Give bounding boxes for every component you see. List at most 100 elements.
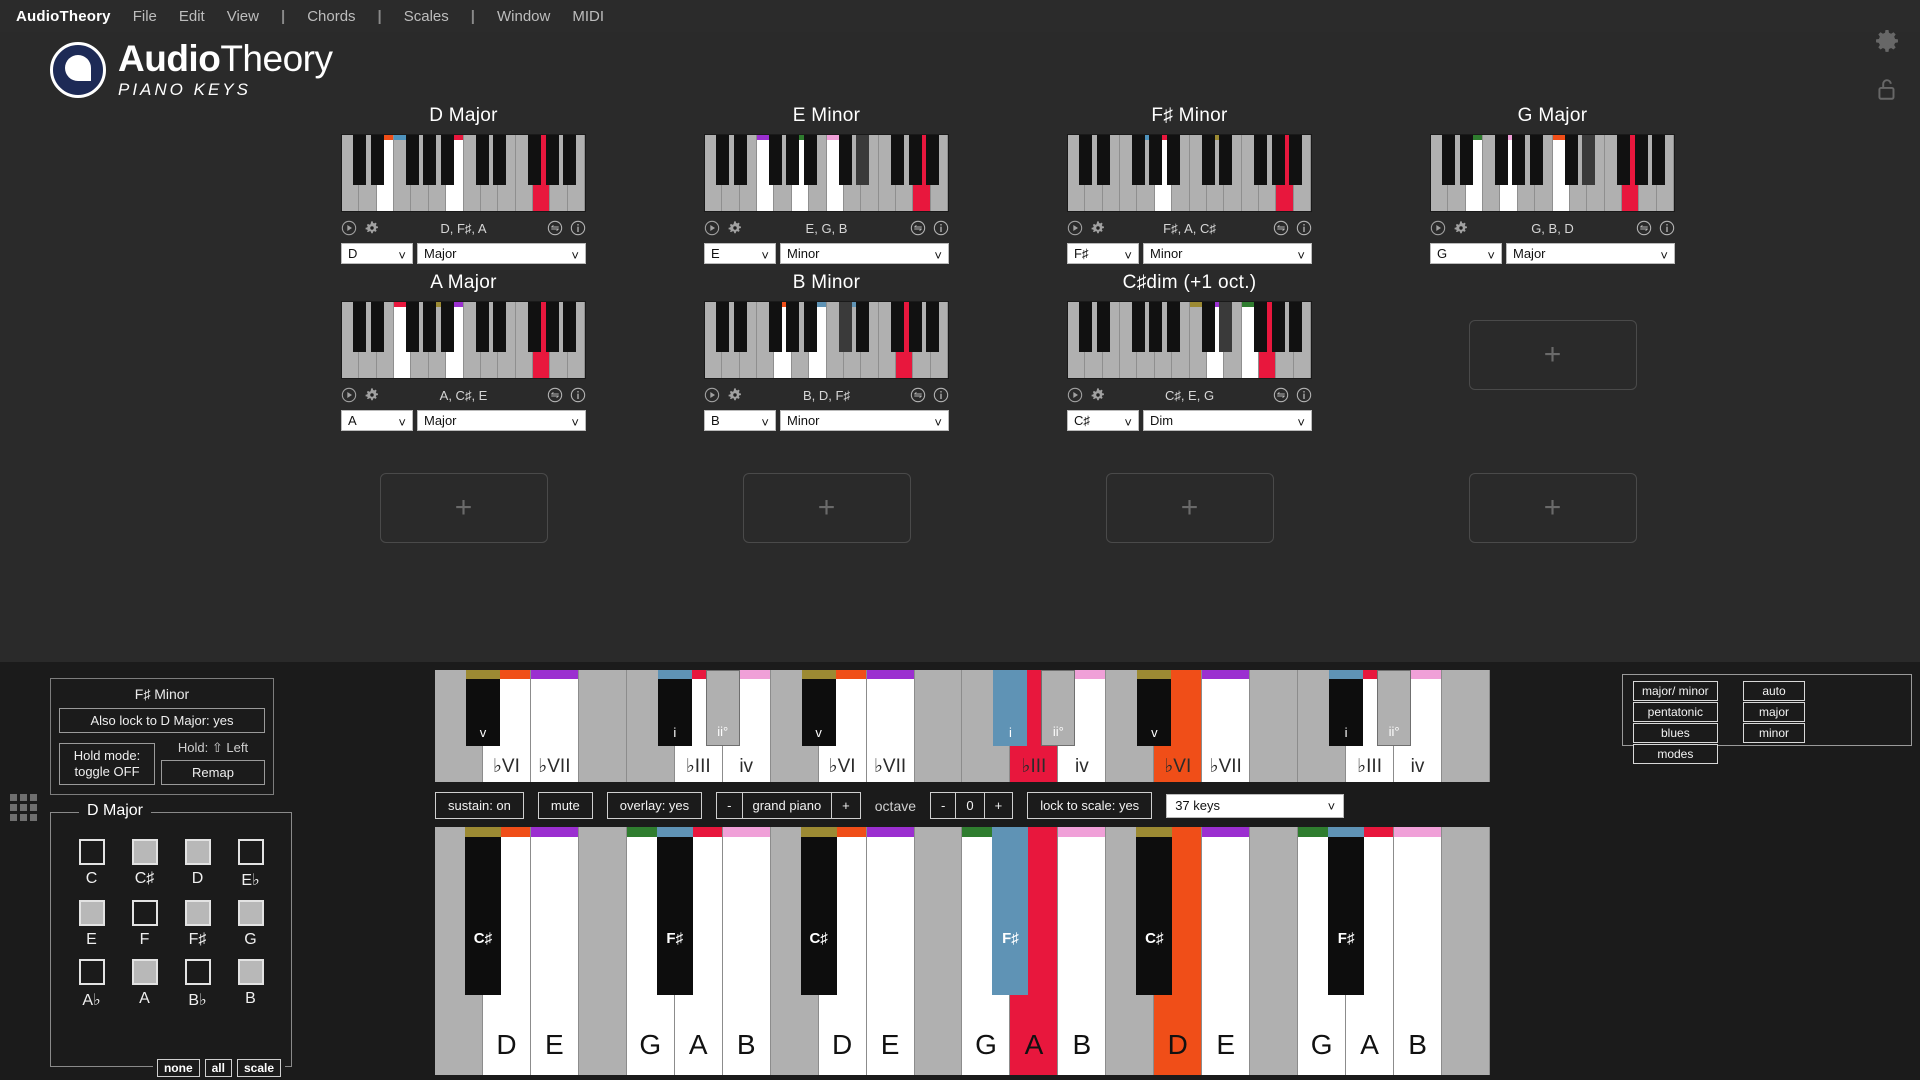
note-checkbox[interactable] xyxy=(131,839,158,865)
info-icon[interactable] xyxy=(1659,220,1675,236)
chord-root-select[interactable]: F♯ ˅ xyxy=(1067,243,1139,264)
piano-black-key[interactable] xyxy=(405,135,419,185)
menu-item-window[interactable]: Window xyxy=(496,7,551,25)
piano-black-key[interactable] xyxy=(786,302,799,352)
piano-black-key[interactable] xyxy=(405,302,419,352)
instrument-name[interactable]: grand piano xyxy=(741,793,832,818)
piano-black-key[interactable] xyxy=(891,135,904,185)
scale-type-button[interactable]: pentatonic xyxy=(1633,702,1718,722)
overlay-button[interactable]: overlay: yes xyxy=(606,792,703,819)
piano-black-key[interactable] xyxy=(803,302,817,352)
piano-black-key[interactable] xyxy=(1271,135,1285,185)
piano-black-key[interactable] xyxy=(1079,135,1092,185)
piano-black-key[interactable] xyxy=(545,302,559,352)
instrument-prev-button[interactable]: - xyxy=(727,798,732,813)
piano-black-key[interactable]: ii° xyxy=(1377,670,1412,746)
scale-type-button[interactable]: major/ minor xyxy=(1633,681,1718,701)
info-icon[interactable] xyxy=(570,387,586,403)
piano-black-key[interactable] xyxy=(716,302,729,352)
piano-black-key[interactable] xyxy=(370,302,384,352)
chord-type-select[interactable]: Dim ˅ xyxy=(1143,410,1312,431)
piano-black-key[interactable] xyxy=(1219,135,1232,185)
info-icon[interactable] xyxy=(933,220,949,236)
piano-white-key[interactable]: B xyxy=(1394,827,1443,1075)
piano-white-key[interactable]: ♭VII xyxy=(866,670,915,782)
piano-black-key[interactable] xyxy=(856,302,869,352)
piano-white-key[interactable] xyxy=(578,827,627,1075)
piano-black-key[interactable] xyxy=(908,302,922,352)
piano-black-key[interactable] xyxy=(1529,135,1543,185)
piano-black-key[interactable] xyxy=(1442,135,1455,185)
piano-black-key[interactable] xyxy=(1166,135,1180,185)
piano-white-key[interactable] xyxy=(578,670,627,782)
piano-black-key[interactable] xyxy=(1494,135,1508,185)
piano-black-key[interactable]: i xyxy=(657,670,692,746)
piano-white-key[interactable] xyxy=(1442,670,1490,782)
piano-black-key[interactable] xyxy=(353,135,366,185)
piano-black-key[interactable] xyxy=(1652,135,1665,185)
note-preset-all[interactable]: all xyxy=(204,1059,232,1077)
chord-mini-keyboard[interactable] xyxy=(1067,301,1312,379)
menu-item-view[interactable]: View xyxy=(226,7,259,25)
gear-icon[interactable] xyxy=(364,220,380,236)
swap-icon[interactable] xyxy=(1636,220,1652,236)
play-icon[interactable] xyxy=(1430,220,1446,236)
piano-black-key[interactable]: ii° xyxy=(1041,670,1076,746)
add-chord-button[interactable]: + xyxy=(742,473,911,543)
piano-black-key[interactable] xyxy=(1219,302,1232,352)
piano-black-key[interactable] xyxy=(786,135,799,185)
piano-black-key[interactable] xyxy=(908,135,922,185)
piano-black-key[interactable]: v xyxy=(465,670,500,746)
chord-mini-keyboard[interactable] xyxy=(1067,134,1312,212)
note-checkbox[interactable] xyxy=(78,900,105,926)
info-icon[interactable] xyxy=(1296,220,1312,236)
piano-black-key[interactable] xyxy=(733,302,747,352)
grid-menu-icon[interactable] xyxy=(10,794,37,821)
piano-black-key[interactable] xyxy=(838,135,852,185)
lock-to-scale-button[interactable]: lock to scale: yes xyxy=(1027,792,1153,819)
swap-icon[interactable] xyxy=(547,387,563,403)
gear-icon[interactable] xyxy=(364,387,380,403)
scale-variant-button[interactable]: auto xyxy=(1743,681,1805,701)
piano-black-key[interactable] xyxy=(1096,302,1110,352)
octave-increment-button[interactable]: + xyxy=(983,793,1013,818)
note-checkbox[interactable] xyxy=(237,959,264,985)
piano-white-key[interactable] xyxy=(1250,670,1299,782)
chord-mini-keyboard[interactable] xyxy=(1430,134,1675,212)
note-preset-scale[interactable]: scale xyxy=(236,1059,281,1077)
info-icon[interactable] xyxy=(570,220,586,236)
piano-white-key[interactable] xyxy=(1250,827,1299,1075)
chord-mini-keyboard[interactable] xyxy=(341,134,586,212)
info-icon[interactable] xyxy=(1296,387,1312,403)
chord-root-select[interactable]: C♯ ˅ xyxy=(1067,410,1139,431)
piano-black-key[interactable] xyxy=(768,135,782,185)
add-chord-button[interactable]: + xyxy=(1468,473,1637,543)
swap-icon[interactable] xyxy=(1273,387,1289,403)
piano-black-key[interactable] xyxy=(1289,135,1302,185)
menu-item-file[interactable]: File xyxy=(132,7,157,25)
piano-black-key[interactable] xyxy=(370,135,384,185)
swap-icon[interactable] xyxy=(910,387,926,403)
menu-item-chords[interactable]: Chords xyxy=(307,7,356,25)
piano-black-key[interactable] xyxy=(475,302,489,352)
play-icon[interactable] xyxy=(1067,220,1083,236)
add-chord-button[interactable]: + xyxy=(1105,473,1274,543)
piano-black-key[interactable]: F♯ xyxy=(1328,827,1365,995)
piano-black-key[interactable] xyxy=(440,302,454,352)
piano-black-key[interactable] xyxy=(563,302,576,352)
menu-item-edit[interactable]: Edit xyxy=(178,7,205,25)
note-checkbox[interactable] xyxy=(184,959,211,985)
mute-button[interactable]: mute xyxy=(537,792,593,819)
menu-item-midi[interactable]: MIDI xyxy=(572,7,605,25)
also-lock-button[interactable]: Also lock to D Major: yes xyxy=(59,708,265,733)
chord-mini-keyboard[interactable] xyxy=(704,134,949,212)
add-chord-button[interactable]: + xyxy=(1468,320,1637,390)
note-checkbox[interactable] xyxy=(78,839,105,865)
piano-black-key[interactable]: i xyxy=(1329,670,1364,746)
play-icon[interactable] xyxy=(1067,387,1083,403)
info-icon[interactable] xyxy=(933,387,949,403)
piano-black-key[interactable] xyxy=(1201,302,1215,352)
piano-black-key[interactable] xyxy=(733,135,747,185)
piano-black-key[interactable] xyxy=(1149,135,1162,185)
scale-type-button[interactable]: blues xyxy=(1633,723,1718,743)
